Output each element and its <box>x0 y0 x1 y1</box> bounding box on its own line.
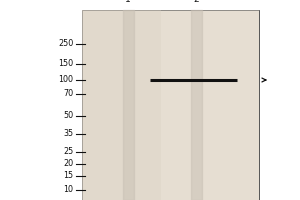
Bar <box>82 10 259 200</box>
Bar <box>161 10 259 200</box>
Text: 50: 50 <box>64 112 74 120</box>
Text: 35: 35 <box>64 130 74 138</box>
Text: 100: 100 <box>58 75 74 84</box>
Text: 25: 25 <box>63 148 74 156</box>
Text: 1: 1 <box>125 0 131 4</box>
Text: 250: 250 <box>58 40 74 48</box>
Text: 70: 70 <box>64 90 74 98</box>
Text: 20: 20 <box>64 160 74 168</box>
Bar <box>82 10 161 200</box>
Text: 2: 2 <box>194 0 199 4</box>
Text: 15: 15 <box>64 171 74 180</box>
Text: 10: 10 <box>64 186 74 194</box>
Text: 150: 150 <box>58 60 74 68</box>
